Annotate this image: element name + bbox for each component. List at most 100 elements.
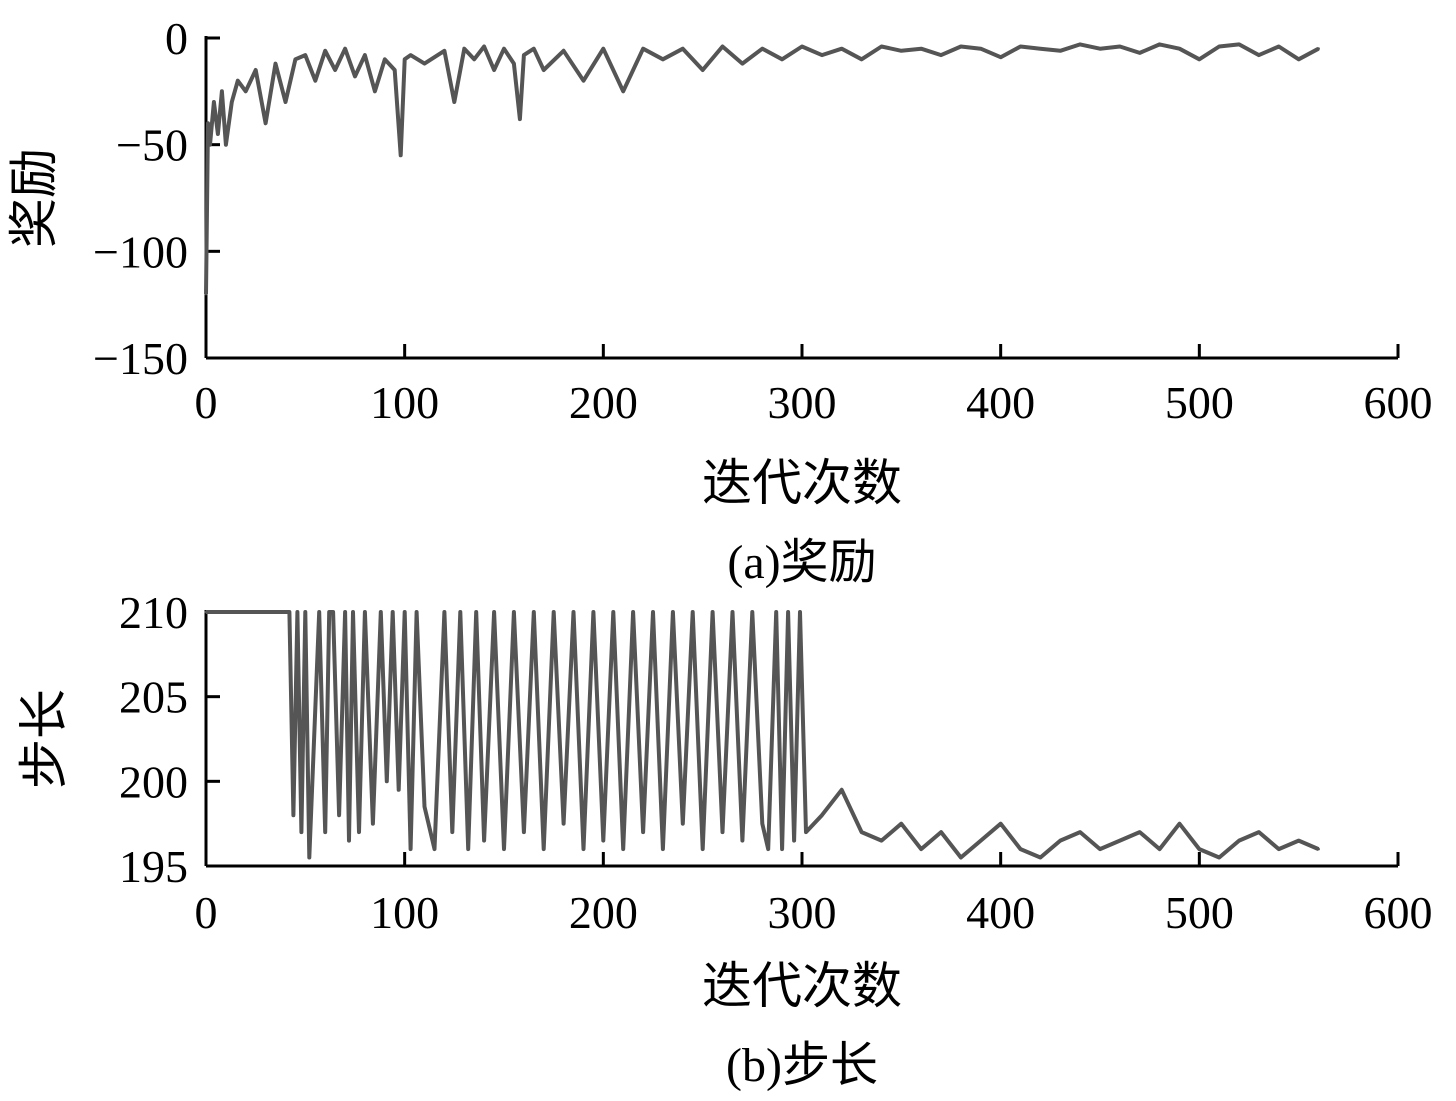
x-tick-label: 300 — [768, 377, 837, 428]
data-point — [701, 847, 705, 851]
data-point — [1098, 47, 1102, 51]
data-point — [681, 822, 685, 826]
data-point — [512, 610, 516, 614]
data-point — [691, 610, 695, 614]
y-tick-label: −100 — [93, 226, 188, 277]
data-point — [399, 153, 403, 157]
data-point — [403, 610, 407, 614]
data-point — [780, 57, 784, 61]
data-point — [919, 47, 923, 51]
data-point — [1039, 47, 1042, 51]
data-point — [472, 57, 476, 61]
data-point — [482, 45, 486, 48]
data-point — [741, 839, 744, 842]
data-point — [562, 49, 565, 53]
x-tick-label: 500 — [1165, 377, 1234, 428]
y-tick-label: 200 — [119, 756, 188, 807]
data-point — [458, 610, 462, 614]
data-point — [379, 610, 383, 614]
step-length-chart: 0 100 200 300 400 500 600 210 205 200 195 迭代次数 步长 (b)… — [16, 587, 1433, 1092]
data-point — [1197, 847, 1201, 851]
data-point — [661, 57, 665, 61]
data-point — [300, 830, 303, 834]
data-point — [323, 49, 327, 53]
data-point — [462, 47, 466, 51]
x-tick-label: 100 — [370, 887, 439, 938]
data-point — [1197, 57, 1201, 61]
data-point — [303, 53, 307, 57]
data-point — [292, 813, 295, 817]
data-point — [582, 79, 585, 83]
data-point — [786, 610, 790, 614]
series-line — [204, 42, 1320, 295]
data-point — [393, 68, 397, 72]
data-point — [216, 132, 220, 136]
data-point — [939, 830, 943, 834]
data-point — [798, 610, 802, 614]
data-point — [804, 830, 808, 834]
data-point — [1039, 856, 1042, 859]
data-point — [1138, 51, 1142, 55]
data-point — [532, 47, 536, 51]
data-point — [562, 822, 565, 826]
data-point — [206, 121, 210, 125]
data-point — [774, 610, 778, 614]
data-point — [1217, 856, 1221, 859]
data-point — [347, 839, 351, 842]
data-point — [601, 47, 605, 51]
data-point — [443, 610, 446, 614]
x-tick-label: 0 — [195, 887, 218, 938]
x-tick-label: 500 — [1165, 887, 1234, 938]
data-point — [1178, 822, 1181, 826]
data-point — [1297, 839, 1301, 842]
data-point — [204, 292, 208, 296]
data-point — [1019, 45, 1022, 48]
y-tick-label: 210 — [119, 587, 188, 638]
data-point — [792, 839, 796, 842]
series-line — [206, 610, 1320, 860]
data-point — [701, 68, 705, 72]
data-point — [333, 68, 337, 72]
data-point — [1158, 43, 1161, 46]
data-point — [522, 53, 526, 57]
data-point — [1257, 830, 1261, 834]
data-point — [1217, 45, 1221, 48]
data-point — [631, 610, 635, 614]
data-point — [1237, 43, 1241, 46]
data-point — [512, 62, 516, 65]
data-point — [212, 100, 216, 104]
data-point — [651, 610, 655, 614]
data-point — [959, 45, 963, 48]
chart-caption: (a)奖励 — [727, 536, 876, 589]
data-point — [383, 57, 387, 61]
data-point — [860, 57, 863, 61]
data-point — [208, 143, 212, 147]
data-point — [1257, 53, 1261, 57]
data-point — [840, 47, 844, 51]
data-point — [959, 856, 963, 859]
data-point — [621, 847, 625, 851]
data-point — [403, 57, 407, 61]
data-point — [1078, 830, 1082, 834]
data-point — [288, 610, 291, 614]
data-point — [1237, 839, 1241, 842]
data-point — [592, 610, 595, 614]
data-point — [363, 610, 367, 614]
data-point — [750, 610, 754, 614]
data-point — [1118, 45, 1122, 48]
x-tick-label: 200 — [569, 887, 638, 938]
data-point — [661, 847, 665, 851]
data-point — [601, 839, 605, 842]
data-point — [296, 610, 299, 614]
data-point — [681, 47, 685, 51]
data-point — [397, 788, 401, 792]
data-point — [741, 62, 744, 65]
data-point — [351, 610, 355, 614]
data-point — [880, 839, 883, 842]
data-point — [542, 68, 546, 72]
data-point — [284, 100, 287, 104]
data-point — [899, 49, 903, 53]
data-point — [731, 610, 734, 614]
data-point — [1178, 47, 1181, 51]
